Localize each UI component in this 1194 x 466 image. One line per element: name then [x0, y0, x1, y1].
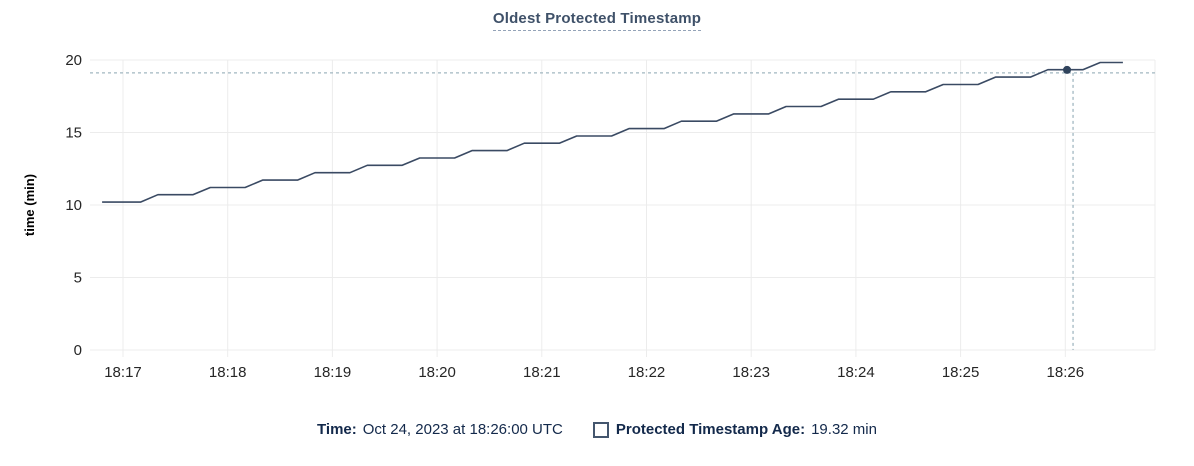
y-tick-label: 20 [65, 52, 82, 69]
legend-series-label: Protected Timestamp Age: [615, 421, 806, 438]
legend-swatch-icon [592, 421, 609, 438]
legend-item-protected-timestamp-age[interactable]: Protected Timestamp Age: 19.32 min [592, 421, 877, 438]
x-tick-label: 18:19 [314, 364, 352, 381]
legend-series-value: 19.32 min [811, 421, 877, 438]
x-tick-label: 18:21 [523, 364, 561, 381]
y-axis-tick-labels: 0 5 10 15 20 [65, 52, 82, 359]
chart-title[interactable]: Oldest Protected Timestamp [492, 10, 702, 31]
y-tick-label: 0 [74, 342, 82, 359]
series-line [102, 61, 1123, 203]
y-tick-label: 10 [65, 197, 82, 214]
x-tick-label: 18:25 [942, 364, 980, 381]
horizontal-gridlines [90, 59, 1155, 351]
x-tick-label: 18:18 [209, 364, 247, 381]
x-tick-label: 18:24 [837, 364, 875, 381]
x-tick-label: 18:20 [418, 364, 456, 381]
y-tick-label: 5 [74, 270, 82, 287]
x-tick-label: 18:26 [1047, 364, 1085, 381]
hover-time-value: Oct 24, 2023 at 18:26:00 UTC [362, 421, 563, 438]
vertical-gridlines [122, 60, 1156, 350]
y-tick-label: 15 [65, 125, 82, 142]
x-tick-label: 18:22 [628, 364, 666, 381]
hover-time: Time: Oct 24, 2023 at 18:26:00 UTC [317, 421, 563, 438]
hover-crosshair [90, 72, 1155, 350]
hover-time-label: Time: [317, 421, 357, 438]
y-axis-title: time (min) [22, 174, 37, 236]
line-chart-plot-area[interactable]: 18:17 18:18 18:19 18:20 18:21 18:22 18:23 18:24… [0, 0, 1194, 400]
x-tick-label: 18:17 [104, 364, 142, 381]
chart-hover-legend: Time: Oct 24, 2023 at 18:26:00 UTC Protec… [0, 421, 1194, 438]
x-tick-label: 18:23 [732, 364, 770, 381]
x-axis-tick-marks [122, 350, 1066, 357]
hover-point-dot [1063, 65, 1072, 74]
chart-title-row: Oldest Protected Timestamp [0, 10, 1194, 31]
x-axis-tick-labels: 18:17 18:18 18:19 18:20 18:21 18:22 18:23 18:24… [104, 364, 1084, 381]
